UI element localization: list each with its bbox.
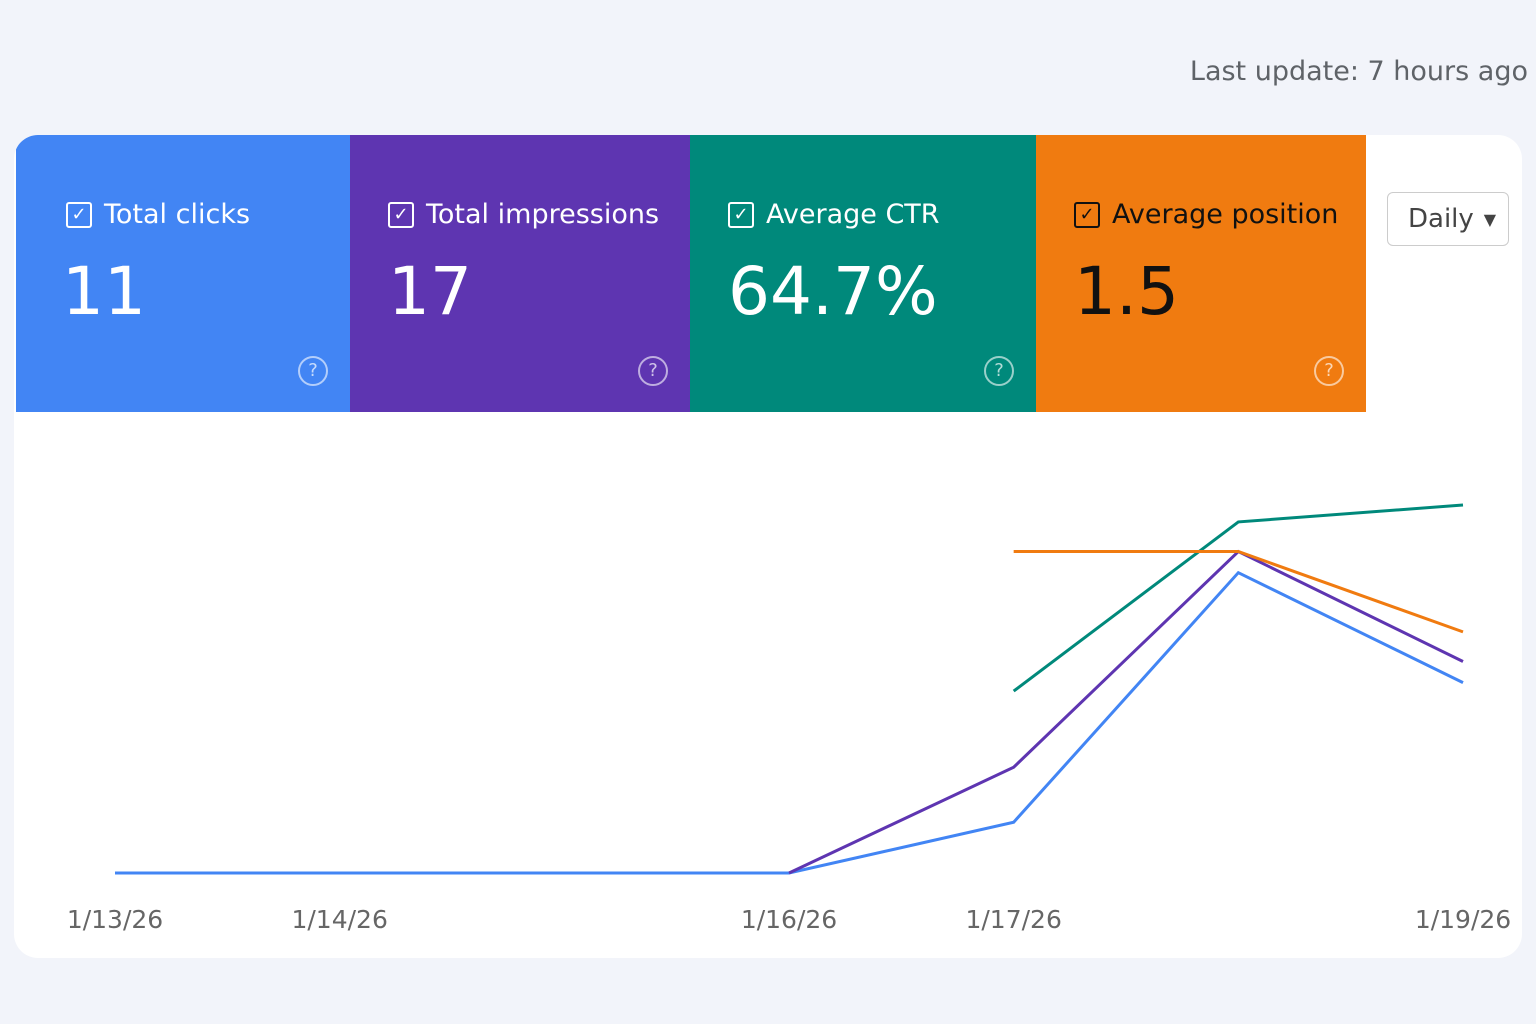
card-label: Total impressions [426,199,660,230]
card-label-row: ✓ Total clicks [66,199,250,230]
card-label-row: ✓ Average CTR [728,199,940,230]
series-line [1012,503,1464,693]
help-icon[interactable]: ? [298,356,328,386]
metric-card[interactable]: ✓ Total impressions 17? [350,135,690,412]
x-tick-label: 1/13/26 [67,905,163,934]
performance-panel: 1/13/26 1/14/26 1/16/26 1/17/26 1/19/26 ✓ Tot… [14,135,1522,958]
metric-card[interactable]: ✓ Average CTR 64.7%? [690,135,1036,412]
granularity-label: Daily [1408,204,1474,234]
x-tick-label: 1/14/26 [291,905,387,934]
metric-card[interactable]: ✓ Average position 1.5? [1036,135,1366,412]
help-icon[interactable]: ? [638,356,668,386]
card-label: Total clicks [104,199,251,230]
card-value: 11 [62,253,146,330]
last-update: Last update: 7 hours ago [1189,56,1528,87]
checkbox: ✓ [1074,201,1100,228]
card-value: 17 [388,253,472,330]
series-line [115,570,1464,875]
checkbox: ✓ [66,201,92,228]
card-label-row: ✓ Total impressions [388,199,659,230]
series-line [1013,550,1464,634]
card-label: Average position [1112,199,1339,230]
card-value: 1.5 [1074,253,1179,330]
x-tick-label: 1/16/26 [741,905,837,934]
x-tick-label: 1/17/26 [965,905,1061,934]
series-line [788,549,1464,875]
metric-card[interactable]: ✓ Total clicks 11? [16,135,350,412]
help-icon[interactable]: ? [984,356,1014,386]
x-tick-label: 1/19/26 [1415,905,1511,934]
checkbox: ✓ [388,201,414,228]
card-value: 64.7% [728,253,938,330]
card-label-row: ✓ Average position [1074,199,1338,230]
chart: 1/13/26 1/14/26 1/16/26 1/17/26 1/19/26 [67,503,1511,934]
dropdown-arrow: ▼ [1483,209,1497,229]
checkbox: ✓ [728,201,754,228]
help-icon[interactable]: ? [1314,356,1344,386]
card-label: Average CTR [766,199,940,230]
granularity-dropdown[interactable]: Daily ▼ [1387,192,1509,246]
